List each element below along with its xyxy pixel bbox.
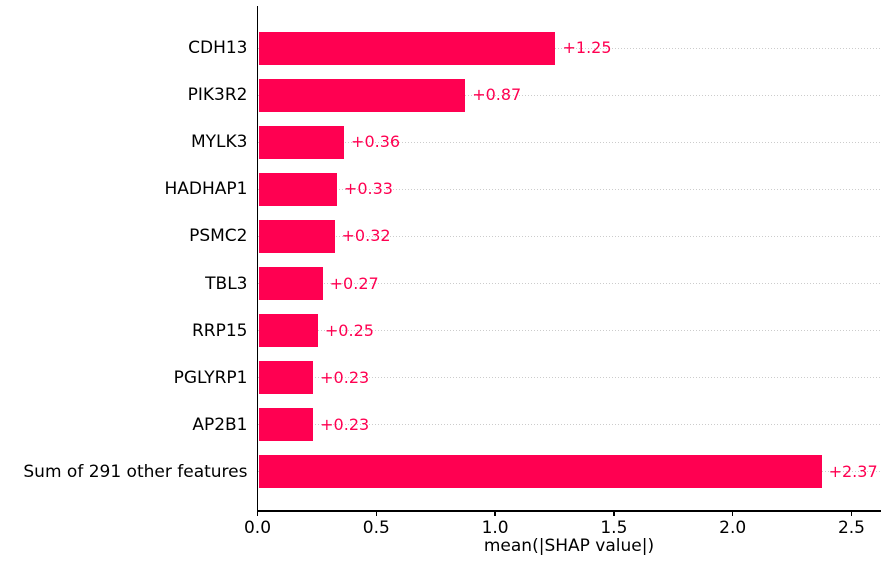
bar	[258, 125, 345, 159]
bar-value-label: +0.32	[341, 226, 391, 246]
gridline	[257, 235, 880, 237]
bar-value-label: +0.23	[320, 367, 370, 387]
bar	[258, 361, 314, 395]
bar-value-label: +2.37	[828, 461, 878, 481]
x-tick-label: 2.0	[719, 518, 747, 538]
x-tick-mark	[494, 511, 496, 516]
gridline	[257, 141, 880, 143]
x-tick-mark	[850, 511, 853, 516]
category-label: RRP15	[191, 320, 248, 341]
x-tick-label: 1.5	[600, 518, 628, 538]
bar	[258, 31, 556, 65]
gridline	[257, 377, 880, 379]
bar-value-label: +0.87	[472, 85, 522, 105]
y-axis-line	[256, 6, 259, 511]
category-label: AP2B1	[192, 414, 248, 435]
x-tick-label: 0.5	[362, 518, 390, 538]
bar-value-label: +0.36	[351, 132, 401, 152]
category-label: CDH13	[188, 38, 248, 58]
category-label: PSMC2	[189, 226, 248, 247]
category-label: Sum of 291 other features	[23, 461, 248, 482]
bar	[258, 78, 466, 112]
bar-value-label: +1.25	[562, 38, 612, 57]
x-tick-mark	[256, 511, 259, 516]
bar	[258, 219, 335, 253]
bar-value-label: +0.33	[343, 179, 393, 199]
gridline	[257, 330, 880, 332]
bar-value-label: +0.27	[329, 273, 379, 293]
gridline	[257, 283, 880, 284]
category-label: MYLK3	[191, 132, 248, 153]
x-axis-title: mean(|SHAP value|)	[483, 536, 655, 556]
x-tick-label: 0.0	[243, 518, 272, 538]
x-tick-label: 2.5	[837, 518, 865, 538]
gridline	[257, 47, 880, 49]
category-label: HADHAP1	[164, 179, 248, 200]
bar	[258, 172, 337, 206]
bar	[258, 408, 314, 442]
gridline	[257, 424, 880, 426]
x-tick-label: 1.0	[481, 518, 509, 538]
gridline	[257, 188, 880, 190]
category-label: PGLYRP1	[173, 367, 248, 388]
x-tick-mark	[613, 511, 615, 516]
category-label: TBL3	[205, 273, 248, 294]
bar	[258, 314, 318, 348]
category-label: PIK3R2	[187, 85, 248, 106]
gridline	[257, 94, 880, 96]
x-tick-mark	[732, 511, 734, 516]
bar	[258, 267, 323, 300]
bar-value-label: +0.23	[320, 414, 370, 434]
x-tick-mark	[375, 511, 377, 516]
x-axis-line	[256, 510, 881, 512]
bar	[258, 455, 822, 489]
bar-value-label: +0.25	[324, 320, 374, 340]
